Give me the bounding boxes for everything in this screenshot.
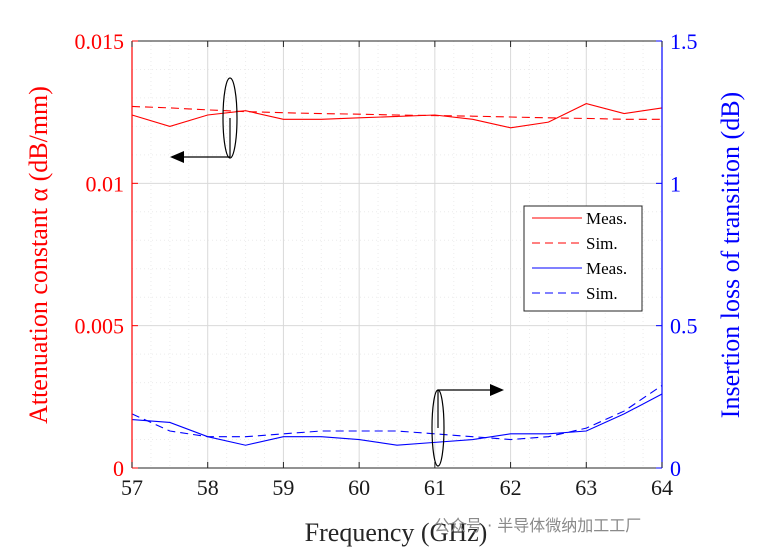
legend-label-0: Meas. [586,209,627,228]
y-tick-label-right: 1.5 [670,29,698,54]
x-tick-label: 59 [272,475,294,500]
watermark: 公众号 · 半导体微纳加工工厂 [434,516,641,535]
y-tick-label-left: 0.01 [86,171,125,196]
y-tick-label-left: 0 [113,456,124,481]
y-axis-label-left: Attenuation constant α (dB/mm) [24,86,53,424]
x-tick-label: 60 [348,475,370,500]
legend-label-1: Sim. [586,234,618,253]
arrow-left-icon [170,151,184,163]
x-tick-label: 63 [575,475,597,500]
annotation-right-arrow [431,384,504,467]
legend-box [523,205,643,312]
annotation-ellipse-red [222,77,238,159]
series-line-left-sim [131,105,662,120]
series-line-left-meas [131,103,663,129]
y-tick-label-right: 0 [670,456,681,481]
y-axis-label-right: Insertion loss of transition (dB) [716,92,745,418]
legend-label-2: Meas. [586,259,627,278]
x-tick-label: 61 [424,475,446,500]
plot-frame [131,40,663,469]
x-tick-label: 58 [197,475,219,500]
annotation-left-arrow [170,77,238,163]
x-tick-label: 62 [500,475,522,500]
series-line-right-sim [131,384,663,441]
x-axis-label: Frequency (GHz) [305,518,488,547]
legend: Meas. Sim. Meas. Sim. [523,205,643,312]
x-tick-label: 57 [121,475,143,500]
y-tick-label-left: 0.015 [75,29,125,54]
grid [131,40,663,469]
y-tick-label-right: 0.5 [670,314,698,339]
y-tick-label-right: 1 [670,171,681,196]
legend-label-3: Sim. [586,284,618,303]
x-tick-label: 64 [651,475,673,500]
arrow-right-icon [490,384,504,396]
series-group [131,103,663,446]
series-line-right-meas [131,393,663,446]
y-tick-label-left: 0.005 [75,314,125,339]
